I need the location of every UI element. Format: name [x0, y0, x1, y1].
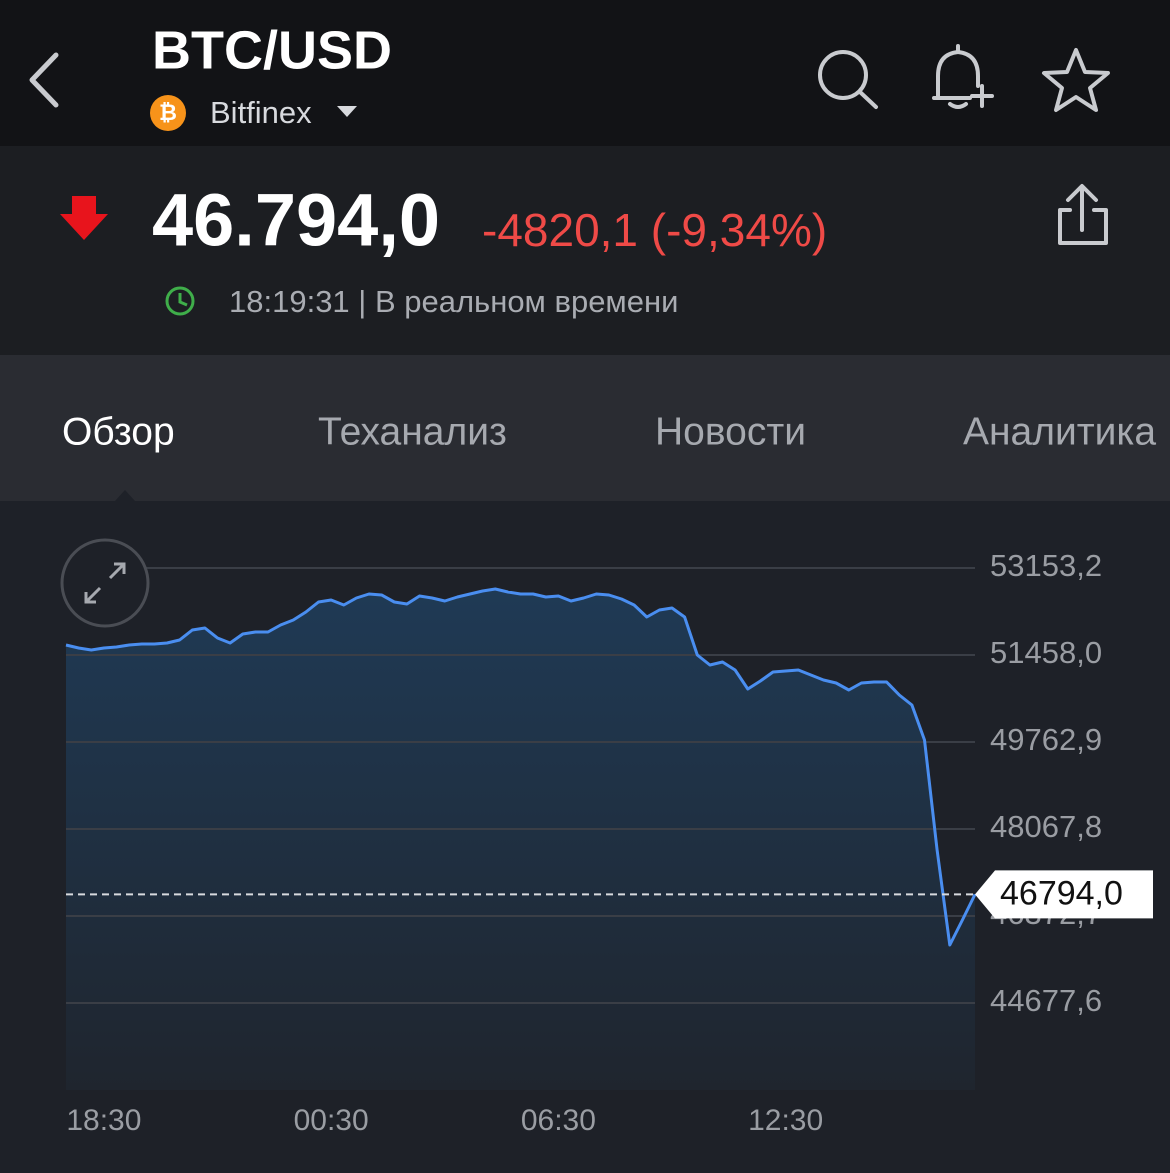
current-price-box: [975, 870, 1153, 919]
y-tick-label: 49762,9: [990, 722, 1102, 757]
title: BTC/USD: [152, 20, 392, 80]
tab[interactable]: Теханализ: [318, 410, 507, 453]
x-tick-label: 00:30: [294, 1104, 369, 1137]
y-tick-label: 51458,0: [990, 635, 1102, 670]
x-tick-label: 06:30: [521, 1104, 596, 1137]
tab[interactable]: Новости: [655, 410, 806, 453]
bitcoin-icon: ₿: [150, 95, 186, 131]
clock-icon: [165, 286, 195, 316]
favorite-button[interactable]: [1042, 48, 1110, 112]
update-time: 18:19:31 | В реальном времени: [229, 284, 678, 319]
y-tick-label: 44677,6: [990, 983, 1102, 1018]
tab[interactable]: Обзор: [62, 410, 175, 453]
top-bar: [0, 0, 1170, 146]
share-button[interactable]: [1058, 184, 1108, 245]
tab[interactable]: Аналитика: [963, 410, 1156, 453]
y-tick-label: 48067,8: [990, 809, 1102, 844]
price-line: [65, 587, 977, 947]
svg-text:₿: ₿: [159, 100, 177, 125]
price-change: -4820,1 (-9,34%): [482, 204, 827, 256]
current-price-label: 46794,0: [1000, 874, 1123, 912]
tab-bar: [0, 355, 1170, 501]
search-button[interactable]: [818, 50, 878, 109]
expand-button[interactable]: [60, 538, 150, 628]
tab-indicator: [115, 490, 135, 501]
x-tick-label: 18:30: [66, 1104, 141, 1137]
down-arrow: [60, 196, 108, 240]
back-button[interactable]: [29, 52, 59, 108]
x-tick-label: 12:30: [748, 1104, 823, 1137]
price: 46.794,0: [152, 179, 440, 262]
y-tick-label: 53153,2: [990, 548, 1102, 583]
alert-button[interactable]: [932, 44, 994, 109]
quote-panel: [0, 146, 1170, 355]
area: [66, 589, 975, 1090]
exchange[interactable]: Bitfinex: [210, 95, 312, 130]
dropdown-caret[interactable]: [337, 106, 357, 117]
chart: 44677,646372,748067,849762,951458,053153…: [65, 548, 1153, 1137]
